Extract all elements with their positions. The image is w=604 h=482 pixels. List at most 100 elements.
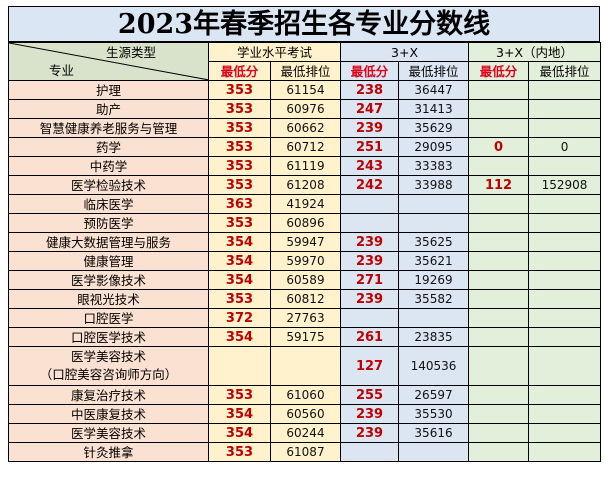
academic-min-rank-cell: 60662 (269, 118, 342, 138)
mainland-min-rank-cell (528, 385, 602, 405)
academic-min-rank-cell (269, 346, 342, 386)
sheet-title: 2023年春季招生各专业分数线 (8, 6, 600, 42)
table-row: 医学检验技术 353 61208 242 33988 112 152908 (8, 175, 602, 195)
academic-min-score-cell: 372 (208, 308, 271, 328)
3x-min-score: 239 (355, 406, 384, 422)
academic-min-rank-cell: 60589 (269, 270, 342, 290)
corner-source-type-label: 生源类型 (105, 45, 156, 60)
mainland-min-rank-cell (528, 346, 602, 386)
table-row: 口腔医学技术 354 59175 261 23835 (8, 327, 602, 347)
academic-min-score-cell: 353 (208, 385, 271, 405)
3x-min-rank: 29095 (414, 139, 453, 154)
mainland-min-score-cell (468, 194, 530, 214)
3x-min-rank-cell: 29095 (398, 137, 470, 157)
academic-min-rank-cell: 61154 (269, 80, 342, 100)
academic-min-rank: 60976 (286, 101, 325, 116)
3x-min-score-cell (340, 194, 400, 214)
major-name-cell: 医学美容技术 (8, 423, 209, 443)
academic-min-rank-cell: 61119 (269, 156, 342, 176)
mainland-min-score-cell (468, 213, 530, 233)
table-row: 健康大数据管理与服务 354 59947 239 35625 (8, 232, 602, 252)
mainland-min-rank-cell (528, 404, 602, 424)
3x-min-rank-cell (398, 442, 470, 462)
academic-min-score-cell: 353 (208, 289, 271, 309)
3x-min-rank-cell: 33383 (398, 156, 470, 176)
table-row: 临床医学 363 41924 (8, 194, 602, 214)
3x-min-score: 247 (355, 101, 384, 117)
3x-min-score: 242 (355, 177, 384, 193)
mainland-min-score-cell (468, 385, 530, 405)
table-row: 针灸推拿 353 61087 (8, 442, 602, 462)
mainland-min-rank-cell (528, 289, 602, 309)
mainland-min-score-cell (468, 289, 530, 309)
mainland-min-rank: 152908 (541, 177, 588, 192)
mainland-min-score-cell (468, 423, 530, 443)
3x-min-score: 255 (355, 387, 384, 403)
academic-min-score-cell: 353 (208, 442, 271, 462)
mainland-min-score: 0 (493, 139, 504, 155)
3x-min-score: 243 (355, 158, 384, 174)
mainland-min-score-cell: 0 (468, 137, 530, 157)
col-header-a-min-rank: 最低排位 (269, 61, 342, 81)
academic-min-score-cell: 353 (208, 80, 271, 100)
academic-min-rank-cell: 60560 (269, 404, 342, 424)
3x-min-rank-cell: 31413 (398, 99, 470, 119)
mainland-min-score: 112 (484, 177, 513, 193)
academic-min-score: 353 (225, 177, 254, 193)
academic-min-rank-cell: 27763 (269, 308, 342, 328)
academic-min-rank: 60589 (286, 272, 325, 287)
3x-min-score-cell: 242 (340, 175, 400, 195)
3x-min-rank: 19269 (414, 272, 453, 287)
major-name-cell: 针灸推拿 (8, 442, 209, 462)
table-row: 医学影像技术 354 60589 271 19269 (8, 270, 602, 290)
3x-min-score-cell: 251 (340, 137, 400, 157)
academic-min-score-cell: 353 (208, 118, 271, 138)
3x-min-score-cell: 247 (340, 99, 400, 119)
corner-major-label: 专业 (49, 63, 75, 78)
academic-min-rank-cell: 60812 (269, 289, 342, 309)
3x-min-rank-cell: 35616 (398, 423, 470, 443)
group-header-3x-mainland: 3+X（内地） (468, 42, 602, 62)
score-table: 生源类型 专业 学业水平考试 3+X 3+X（内地） 最低分 最低排位 最低分 … (8, 42, 602, 462)
mainland-min-rank-cell (528, 251, 602, 271)
mainland-min-score-cell (468, 308, 530, 328)
3x-min-score-cell (340, 308, 400, 328)
mainland-min-rank-cell (528, 156, 602, 176)
3x-min-rank: 35625 (414, 234, 453, 249)
table-row: 中医康复技术 354 60560 239 35530 (8, 404, 602, 424)
academic-min-rank: 60896 (286, 215, 325, 230)
academic-min-score-cell: 354 (208, 270, 271, 290)
academic-min-rank: 60712 (286, 139, 325, 154)
3x-min-score: 261 (355, 329, 384, 345)
academic-min-rank: 60812 (286, 291, 325, 306)
mainland-min-score-cell (468, 99, 530, 119)
3x-min-rank: 31413 (414, 101, 453, 116)
mainland-min-rank-cell (528, 99, 602, 119)
3x-min-rank: 35616 (414, 425, 453, 440)
academic-min-rank-cell: 60976 (269, 99, 342, 119)
col-header-b-min-rank: 最低排位 (398, 61, 470, 81)
mainland-min-rank-cell (528, 308, 602, 328)
academic-min-rank: 61060 (286, 387, 325, 402)
3x-min-score: 239 (355, 234, 384, 250)
3x-min-rank: 23835 (414, 329, 453, 344)
mainland-min-score-cell (468, 251, 530, 271)
3x-min-rank: 26597 (414, 387, 453, 402)
col-header-b-min-score: 最低分 (340, 61, 400, 81)
table-row: 护理 353 61154 238 36447 (8, 80, 602, 100)
major-name-cell: 健康管理 (8, 251, 209, 271)
mainland-min-rank-cell (528, 423, 602, 443)
3x-min-rank-cell: 26597 (398, 385, 470, 405)
mainland-min-rank-cell (528, 118, 602, 138)
3x-min-rank: 33988 (414, 177, 453, 192)
3x-min-score-cell (340, 213, 400, 233)
3x-min-rank-cell (398, 213, 470, 233)
academic-min-score: 353 (225, 101, 254, 117)
academic-min-score-cell: 353 (208, 213, 271, 233)
3x-min-rank: 35621 (414, 253, 453, 268)
major-name-cell: 护理 (8, 80, 209, 100)
3x-min-score-cell: 239 (340, 118, 400, 138)
academic-min-rank-cell: 59947 (269, 232, 342, 252)
academic-min-rank: 27763 (286, 310, 325, 325)
mainland-min-score-cell (468, 346, 530, 386)
